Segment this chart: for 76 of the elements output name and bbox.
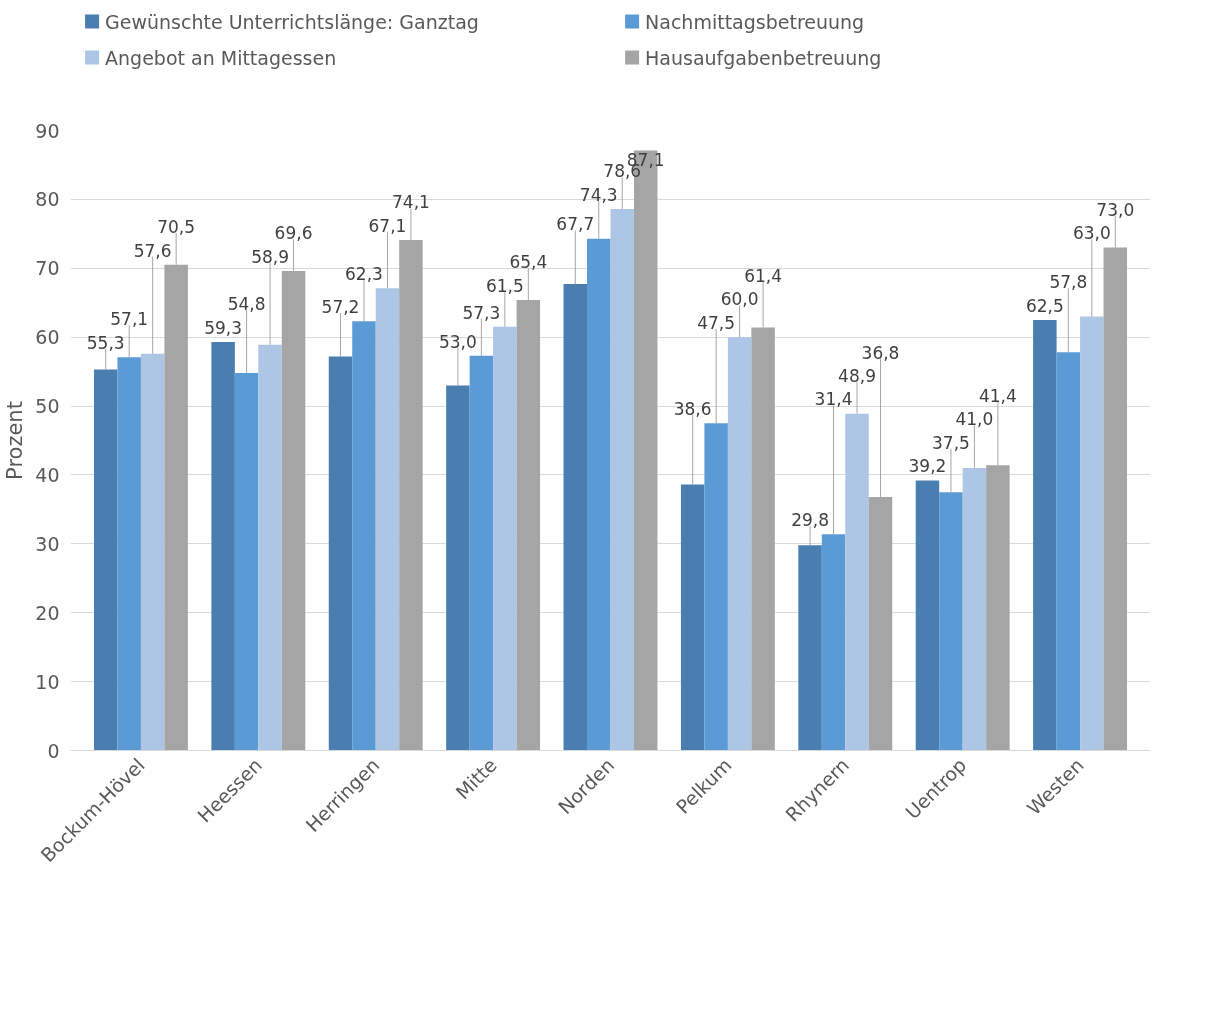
bar [234,372,259,751]
bar [493,326,517,751]
data-label: 67,1 [368,215,407,236]
y-tick-label: 0 [47,739,60,762]
data-label: 74,3 [579,184,618,205]
bar [798,545,822,751]
data-label: 47,5 [697,312,736,333]
data-label: 57,8 [1049,272,1088,293]
bar [1080,316,1104,751]
data-label: 38,6 [673,399,712,420]
bar [680,484,705,751]
legend-label: Angebot an Mittagessen [105,46,337,69]
data-label: 61,5 [485,275,524,296]
y-axis-title: Prozent [3,401,28,480]
bar [704,423,728,751]
y-tick-label: 70 [35,257,60,280]
data-label: 59,3 [204,317,243,338]
data-label: 65,4 [509,252,548,273]
bar [821,534,846,751]
data-label: 57,3 [462,302,501,323]
data-label: 29,8 [791,509,829,530]
data-label: 54,8 [227,294,266,315]
legend-label: Nachmittagsbetreuung [645,10,865,33]
data-label: 57,6 [133,240,172,261]
y-tick-label: 90 [35,119,60,142]
data-label: 37,5 [932,432,970,453]
data-label: 55,3 [86,332,125,353]
bar [328,356,353,751]
data-label: 67,7 [556,214,595,235]
bar [845,413,869,751]
data-label: 70,5 [157,217,196,238]
data-label: 41,0 [955,409,994,430]
bar [352,321,376,751]
bar [587,238,611,751]
y-tick-label: 30 [35,532,60,555]
data-label: 53,0 [438,331,477,352]
data-label: 60,0 [720,289,759,310]
data-label: 61,4 [744,266,783,287]
data-label: 62,3 [345,263,383,284]
bar [469,355,494,751]
y-tick-label: 10 [35,670,60,693]
bar [727,337,752,751]
y-tick-label: 40 [35,463,60,486]
data-label: 58,9 [251,246,289,267]
data-label: 39,2 [908,456,947,477]
data-label: 57,1 [110,309,149,330]
data-label: 73,0 [1096,199,1135,220]
legend-label: Gewünschte Unterrichtslänge: Ganztag [105,10,479,33]
data-label: 74,1 [392,192,430,213]
y-tick-label: 60 [35,326,60,349]
bar [117,357,141,751]
bar [915,480,940,751]
data-label: 48,9 [838,365,876,386]
bar [375,288,400,751]
bar [610,209,634,751]
bar [258,344,282,751]
legend-label: Hausaufgabenbetreuung [645,46,882,69]
data-label: 36,8 [861,342,900,363]
bar [140,353,165,751]
y-tick-label: 80 [35,188,60,211]
bar [211,341,235,751]
data-label: 69,6 [274,223,313,244]
bar [93,369,118,751]
bar [1056,352,1081,751]
bar [446,385,470,751]
data-label: 41,4 [978,385,1017,406]
bar [1033,319,1057,751]
data-label: 62,5 [1025,295,1064,316]
y-tick-label: 50 [35,395,60,418]
bar [563,284,588,751]
data-label: 31,4 [814,389,853,410]
bar [939,492,963,751]
bar [962,468,987,751]
y-tick-label: 20 [35,601,60,624]
data-label: 63,0 [1072,223,1111,244]
data-label: 57,2 [321,297,360,318]
